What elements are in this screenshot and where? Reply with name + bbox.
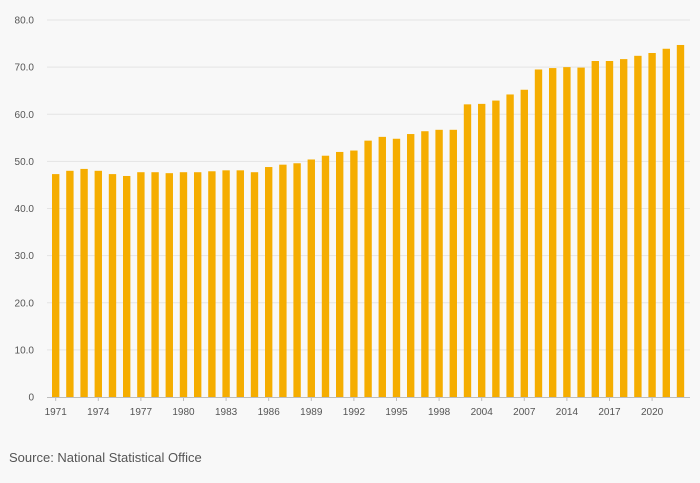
x-tick-label: 1986 — [258, 407, 281, 418]
bar — [179, 172, 188, 397]
y-tick-label: 50.0 — [15, 157, 35, 168]
y-tick-label: 30.0 — [15, 251, 35, 262]
x-tick-label: 1992 — [343, 407, 366, 418]
bar — [236, 170, 244, 397]
bar — [250, 172, 259, 397]
bar — [194, 172, 202, 397]
y-tick-label: 20.0 — [15, 298, 35, 309]
bar — [634, 55, 642, 398]
y-tick-label: 60.0 — [15, 110, 35, 121]
bar — [676, 44, 685, 397]
bar — [478, 103, 486, 397]
y-tick-label: 80.0 — [15, 16, 35, 27]
x-tick-label: 2014 — [556, 407, 579, 418]
x-tick-label: 2007 — [513, 407, 536, 418]
bar — [165, 173, 173, 397]
bar — [94, 170, 102, 397]
bar — [279, 164, 287, 397]
bar — [364, 140, 372, 397]
bar — [151, 172, 159, 397]
bar — [435, 129, 443, 398]
y-tick-label: 0 — [28, 393, 34, 404]
bar — [293, 163, 301, 397]
bar — [80, 168, 88, 397]
x-tick-label: 2004 — [471, 407, 494, 418]
x-tick-label: 1983 — [215, 407, 238, 418]
bar — [123, 175, 131, 397]
x-tick-label: 1998 — [428, 407, 451, 418]
bar — [137, 172, 145, 397]
bar — [265, 167, 273, 397]
source-note: Source: National Statistical Office — [9, 450, 202, 465]
bar — [321, 155, 330, 397]
x-tick-label: 1977 — [130, 407, 153, 418]
bar — [662, 48, 670, 397]
bar — [407, 134, 415, 398]
y-tick-label: 10.0 — [15, 345, 35, 356]
x-tick-label: 1989 — [300, 407, 323, 418]
bar — [449, 129, 457, 398]
y-tick-label: 40.0 — [15, 204, 35, 215]
bar — [534, 69, 543, 397]
bar — [307, 159, 315, 397]
bar — [378, 136, 386, 397]
bar — [392, 138, 401, 397]
x-tick-label: 2020 — [641, 407, 664, 418]
bar — [66, 170, 74, 397]
bar — [605, 61, 614, 397]
bar — [577, 67, 585, 397]
bar — [52, 174, 60, 397]
bar — [648, 52, 656, 398]
bar — [506, 94, 514, 398]
bar — [463, 104, 472, 397]
bar — [492, 100, 500, 397]
bar — [549, 68, 557, 397]
bar — [620, 59, 628, 398]
x-tick-label: 1995 — [385, 407, 408, 418]
bar — [222, 170, 230, 397]
x-tick-label: 1980 — [172, 407, 195, 418]
bar — [108, 174, 117, 397]
x-tick-label: 1971 — [45, 407, 68, 418]
y-tick-label: 70.0 — [15, 63, 35, 74]
bar — [350, 150, 358, 397]
bar — [563, 67, 571, 398]
bar — [421, 131, 429, 397]
bar — [591, 61, 599, 397]
bar — [520, 89, 528, 397]
x-tick-label: 2017 — [598, 407, 621, 418]
bar — [208, 171, 216, 397]
x-tick-label: 1974 — [87, 407, 110, 418]
bar — [336, 151, 344, 397]
bar-chart: 0 10.0 20.0 30.0 40.0 50.0 60.0 70.0 80.0 1971 197… — [15, 16, 690, 418]
chart-svg: 0 10.0 20.0 30.0 40.0 50.0 60.0 70.0 80.0 1971 197… — [15, 16, 690, 418]
